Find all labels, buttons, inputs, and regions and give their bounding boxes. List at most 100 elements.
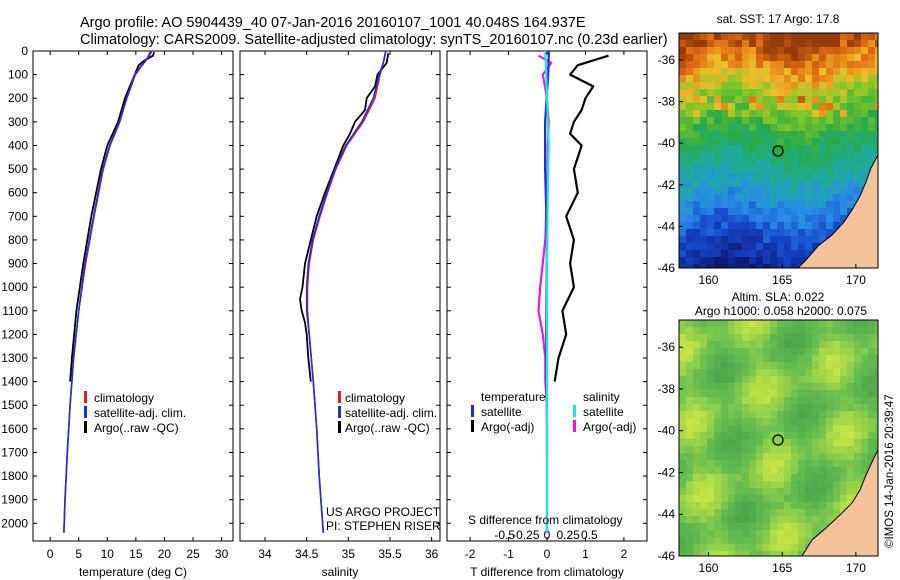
- sst-cell: [777, 159, 784, 166]
- sst-cell: [728, 131, 735, 138]
- sla-cell: [770, 537, 777, 544]
- sla-cell: [784, 551, 791, 556]
- sla-cell: [693, 474, 700, 481]
- sst-cell: [707, 208, 714, 215]
- sla-cell: [693, 544, 700, 551]
- sla-cell: [728, 334, 735, 341]
- sst-cell: [686, 68, 693, 75]
- sst-cell: [798, 75, 805, 82]
- sst-cell: [693, 61, 700, 68]
- sst-cell: [728, 61, 735, 68]
- sst-cell: [686, 215, 693, 222]
- sst-cell: [840, 173, 847, 180]
- sla-cell: [707, 523, 714, 530]
- sla-cell: [693, 523, 700, 530]
- legend-label-argo: Argo(..raw -QC): [94, 421, 179, 435]
- sst-cell: [833, 110, 840, 117]
- sla-cell: [770, 509, 777, 516]
- sst-cell: [798, 236, 805, 243]
- sst-cell: [686, 159, 693, 166]
- depth-tick-label: 400: [8, 138, 28, 152]
- sla-cell: [868, 383, 875, 390]
- sla-cell: [742, 446, 749, 453]
- sla-cell: [840, 432, 847, 439]
- sst-cell: [840, 166, 847, 173]
- sst-cell: [861, 145, 868, 152]
- sst-cell: [791, 222, 798, 229]
- sla-cell: [700, 495, 707, 502]
- sla-cell: [707, 509, 714, 516]
- sst-cell: [707, 264, 714, 268]
- sla-cell: [840, 376, 847, 383]
- sst-cell: [840, 33, 847, 40]
- sst-cell: [770, 173, 777, 180]
- imos-timestamp: ©IMOS 14-Jan-2016 20:39:47: [884, 394, 896, 548]
- sla-cell: [707, 418, 714, 425]
- sst-cell: [840, 75, 847, 82]
- sst-cell: [735, 229, 742, 236]
- sst-cell: [707, 89, 714, 96]
- sst-cell: [777, 138, 784, 145]
- sla-cell: [847, 432, 854, 439]
- sla-cell: [805, 411, 812, 418]
- sla-cell: [686, 418, 693, 425]
- depth-tick-label: 900: [8, 257, 28, 271]
- sst-cell: [805, 61, 812, 68]
- sla-cell: [707, 460, 714, 467]
- sst-cell: [763, 201, 770, 208]
- sla-cell: [819, 327, 826, 334]
- sla-cell: [735, 341, 742, 348]
- sla-cell: [742, 523, 749, 530]
- sla-cell: [721, 495, 728, 502]
- sst-cell: [700, 89, 707, 96]
- sla-cell: [854, 439, 861, 446]
- sst-cell: [679, 194, 686, 201]
- sla-cell: [777, 404, 784, 411]
- sla-cell: [714, 488, 721, 495]
- map-y-tick-label: -40: [658, 136, 676, 150]
- sla-cell: [812, 488, 819, 495]
- sla-cell: [784, 397, 791, 404]
- sla-cell: [847, 418, 854, 425]
- sst-cell: [798, 33, 805, 40]
- sst-cell: [868, 75, 875, 82]
- sst-cell: [742, 82, 749, 89]
- sst-cell: [686, 89, 693, 96]
- sst-cell: [847, 166, 854, 173]
- sst-cell: [770, 229, 777, 236]
- sla-cell: [707, 376, 714, 383]
- sla-cell: [714, 439, 721, 446]
- sst-cell: [833, 40, 840, 47]
- sst-cell: [847, 145, 854, 152]
- sla-cell: [693, 439, 700, 446]
- sla-cell: [742, 544, 749, 551]
- sst-cell: [791, 257, 798, 264]
- sla-cell: [742, 355, 749, 362]
- sla-cell: [742, 369, 749, 376]
- map-x-tick-label: 160: [698, 273, 718, 287]
- sla-cell: [840, 481, 847, 488]
- sla-cell: [721, 488, 728, 495]
- sla-cell: [693, 369, 700, 376]
- sst-cell: [742, 180, 749, 187]
- sst-cell: [805, 68, 812, 75]
- sst-cell: [826, 138, 833, 145]
- sla-cell: [798, 516, 805, 523]
- temperature-diff-legend: temperature satellite Argo(-adj): [471, 390, 546, 434]
- sla-cell: [742, 404, 749, 411]
- sst-cell: [735, 61, 742, 68]
- legend-label-satellite: satellite-adj. clim.: [345, 406, 437, 420]
- sst-cell: [770, 180, 777, 187]
- sla-cell: [840, 348, 847, 355]
- sla-cell: [854, 341, 861, 348]
- sla-cell: [798, 439, 805, 446]
- sla-cell: [791, 509, 798, 516]
- sst-cell: [875, 68, 878, 75]
- sla-cell: [847, 320, 854, 327]
- sla-cell: [714, 460, 721, 467]
- sst-cell: [728, 159, 735, 166]
- sla-cell: [749, 551, 756, 556]
- sst-cell: [700, 61, 707, 68]
- sst-cell: [847, 40, 854, 47]
- depth-tick-label: 600: [8, 186, 28, 200]
